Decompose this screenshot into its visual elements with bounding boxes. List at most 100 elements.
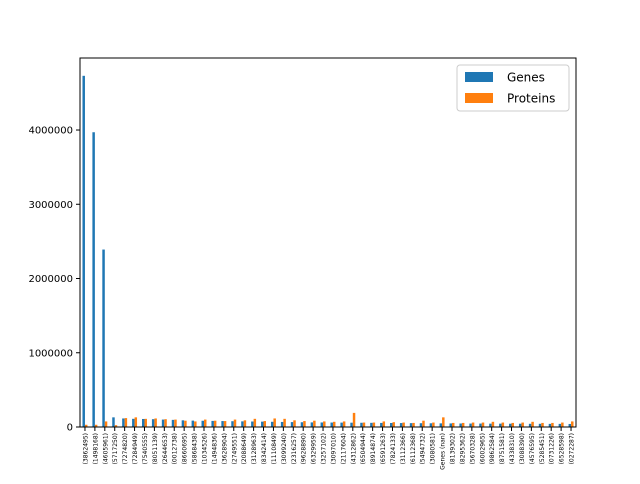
x-axis: (3862495) (1498168) (4605961) (5717250) (727… bbox=[82, 427, 576, 470]
x-tick-label: (2749551) bbox=[231, 433, 238, 464]
bar-genes-7 bbox=[151, 419, 155, 427]
x-tick-label: (7274820) bbox=[122, 433, 129, 464]
x-tick-label: (1110849) bbox=[271, 433, 278, 464]
x-tick-label: (4338310) bbox=[509, 433, 516, 464]
bar-genes-41 bbox=[489, 423, 492, 427]
bar-genes-39 bbox=[469, 423, 472, 427]
x-tick-label: (3099240) bbox=[281, 433, 288, 464]
bar-proteins-22 bbox=[303, 421, 306, 427]
bar-genes-35 bbox=[429, 423, 433, 427]
bar-proteins-26 bbox=[342, 421, 346, 427]
x-tick-label: (2088649) bbox=[241, 433, 248, 464]
x-tick-label: (8751581) bbox=[499, 433, 506, 464]
legend-swatch-proteins bbox=[465, 93, 493, 103]
bar-proteins-29 bbox=[372, 422, 376, 427]
bar-genes-0 bbox=[82, 75, 85, 427]
x-tick-label: (3088390) bbox=[519, 433, 526, 464]
bar-genes-49 bbox=[568, 423, 572, 427]
x-tick-label: (6591263) bbox=[380, 433, 387, 464]
x-tick-label: (4605961) bbox=[102, 433, 109, 464]
bar-genes-12 bbox=[201, 420, 204, 427]
x-tick-label: (8660695) bbox=[182, 433, 189, 464]
bar-proteins-48 bbox=[561, 422, 564, 427]
bar-proteins-34 bbox=[422, 420, 425, 427]
bar-genes-34 bbox=[419, 423, 423, 427]
bar-genes-28 bbox=[360, 422, 363, 427]
bar-genes-8 bbox=[161, 419, 165, 427]
x-tick-label: (3080581) bbox=[430, 433, 437, 464]
bar-proteins-1 bbox=[94, 424, 98, 427]
bar-genes-47 bbox=[548, 423, 552, 427]
bar-genes-19 bbox=[270, 421, 274, 427]
bar-genes-9 bbox=[171, 419, 175, 427]
legend: Genes Proteins bbox=[456, 64, 570, 112]
bar-genes-21 bbox=[290, 422, 294, 427]
bar-proteins-45 bbox=[531, 421, 534, 427]
bar-genes-20 bbox=[280, 421, 284, 427]
bar-genes-4 bbox=[122, 418, 125, 427]
bar-genes-24 bbox=[320, 422, 324, 427]
x-tick-label: (5494732) bbox=[420, 433, 427, 464]
bar-proteins-0 bbox=[84, 424, 88, 427]
bar-genes-2 bbox=[102, 249, 105, 427]
bar-proteins-38 bbox=[461, 422, 465, 427]
bar-genes-45 bbox=[528, 423, 532, 427]
x-tick-label: (5285451) bbox=[539, 433, 546, 464]
bar-proteins-8 bbox=[164, 419, 167, 427]
x-tick-label: (2644653) bbox=[162, 433, 169, 464]
x-tick-label: (8051139) bbox=[152, 433, 159, 464]
bar-proteins-24 bbox=[323, 421, 326, 427]
x-tick-label: (4576595) bbox=[529, 433, 536, 464]
bar-genes-38 bbox=[459, 423, 462, 427]
legend-label-genes: Genes bbox=[507, 71, 545, 85]
x-tick-label: (3097010) bbox=[330, 433, 337, 464]
bar-genes-10 bbox=[181, 420, 185, 427]
bar-genes-27 bbox=[350, 422, 353, 427]
bar-proteins-23 bbox=[313, 420, 316, 427]
bar-proteins-17 bbox=[253, 418, 257, 427]
bar-proteins-19 bbox=[273, 418, 276, 427]
legend-swatch-genes bbox=[465, 72, 493, 82]
y-tick-label: 1000000 bbox=[28, 348, 73, 359]
x-tick-label: (1498168) bbox=[92, 433, 99, 464]
x-tick-label: Genes (nan) bbox=[440, 433, 447, 470]
x-tick-label: (8342414) bbox=[261, 433, 268, 464]
x-tick-label: (7540555) bbox=[142, 433, 149, 464]
x-tick-label: (8139302) bbox=[450, 433, 457, 464]
bar-proteins-7 bbox=[154, 418, 157, 427]
bar-proteins-33 bbox=[412, 422, 415, 427]
bar-genes-23 bbox=[310, 422, 314, 427]
x-tick-label: (0731226) bbox=[549, 433, 556, 464]
bar-genes-22 bbox=[300, 422, 304, 427]
bar-genes-30 bbox=[380, 422, 383, 427]
bar-proteins-40 bbox=[481, 422, 485, 427]
bar-proteins-49 bbox=[571, 421, 574, 427]
bar-proteins-11 bbox=[194, 421, 197, 427]
plot-frame bbox=[79, 57, 577, 428]
bar-genes-32 bbox=[399, 423, 403, 427]
bar-proteins-37 bbox=[452, 422, 455, 427]
bar-genes-14 bbox=[221, 421, 224, 427]
bar-genes-29 bbox=[370, 422, 373, 427]
bar-proteins-27 bbox=[352, 412, 356, 427]
x-tick-label: (1494836) bbox=[211, 433, 218, 464]
bar-proteins-28 bbox=[362, 422, 366, 427]
bar-proteins-21 bbox=[293, 420, 296, 427]
x-tick-label: (3628904) bbox=[221, 433, 228, 464]
bar-genes-46 bbox=[538, 423, 542, 427]
x-tick-label: (6112368) bbox=[410, 433, 417, 464]
bar-proteins-39 bbox=[471, 422, 475, 427]
bar-proteins-15 bbox=[233, 419, 237, 427]
bar-proteins-3 bbox=[114, 425, 118, 427]
x-tick-label: (3112366) bbox=[400, 433, 407, 464]
bar-proteins-25 bbox=[332, 421, 336, 427]
bar-proteins-42 bbox=[501, 422, 505, 427]
y-tick-label: 3000000 bbox=[28, 200, 73, 211]
bar-proteins-46 bbox=[541, 422, 544, 427]
bar-genes-26 bbox=[340, 422, 343, 427]
y-axis: 0 1000000 2000000 3000000 4000000 bbox=[28, 126, 80, 434]
bar-proteins-10 bbox=[184, 420, 187, 427]
x-tick-label: (6528598) bbox=[559, 433, 566, 464]
x-tick-label: (2117604) bbox=[340, 433, 347, 464]
